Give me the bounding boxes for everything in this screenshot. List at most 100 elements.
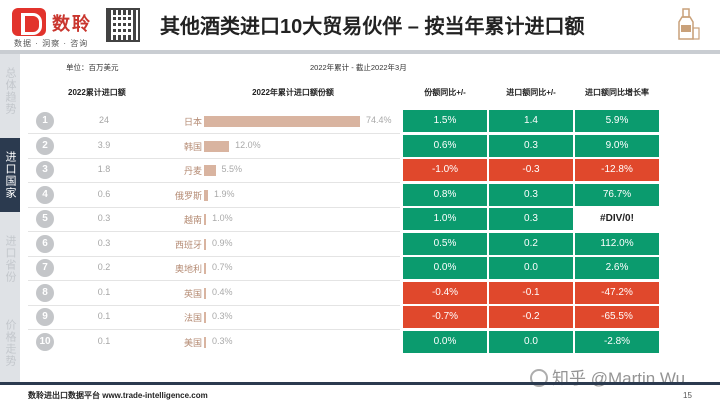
zhihu-icon bbox=[530, 369, 548, 387]
share-bar bbox=[204, 336, 206, 348]
table-row: 8 0.1 英国 0.4% -0.4% -0.1 -47.2% bbox=[28, 281, 688, 305]
col-header-growth: 进口额同比增长率 bbox=[585, 88, 649, 97]
growth-rate-cell: 2.6% bbox=[575, 257, 659, 279]
period-caption: 2022年累计 - 截止2022年3月 bbox=[310, 63, 407, 72]
share-bar bbox=[204, 165, 216, 176]
table-row: 10 0.1 美国 0.3% 0.0% 0.0 -2.8% bbox=[28, 330, 688, 354]
rank-badge: 4 bbox=[36, 185, 54, 204]
share-bar bbox=[204, 312, 206, 323]
growth-rate-cell: -2.8% bbox=[575, 330, 659, 353]
growth-rate-cell: -47.2% bbox=[575, 281, 659, 304]
rank-badge: 5 bbox=[36, 210, 54, 228]
share-bar bbox=[204, 189, 208, 201]
growth-rate-cell: 9.0% bbox=[575, 134, 659, 157]
country-name: 奥地利 bbox=[174, 264, 202, 274]
growth-rate-cell: 112.0% bbox=[575, 232, 659, 255]
row-divider bbox=[28, 182, 400, 183]
footer: 数聆进出口数据平台 www.trade-intelligence.com 15 bbox=[0, 382, 720, 405]
import-value: 0.3 bbox=[97, 213, 111, 223]
rank-badge: 2 bbox=[36, 136, 54, 155]
import-value: 3.9 bbox=[97, 139, 111, 150]
import-value: 0.1 bbox=[97, 335, 111, 346]
country-name: 英国 bbox=[183, 288, 202, 299]
country-name: 俄罗斯 bbox=[174, 190, 202, 201]
share-label: 5.5% bbox=[221, 164, 243, 174]
share-yoy-cell: -0.4% bbox=[403, 281, 487, 304]
share-bar bbox=[204, 214, 207, 225]
import-value: 24 bbox=[98, 115, 109, 125]
import-value: 1.8 bbox=[97, 164, 111, 174]
rank-badge: 9 bbox=[36, 308, 54, 326]
share-yoy-cell: 1.5% bbox=[403, 110, 487, 132]
amount-yoy-cell: 0.3 bbox=[489, 208, 573, 230]
trade-partner-table: 单位：百万美元 2022年累计 - 截止2022年3月 2022累计进口额 20… bbox=[28, 58, 688, 368]
row-divider bbox=[28, 280, 400, 281]
amount-yoy-cell: -0.2 bbox=[489, 306, 573, 328]
import-value: 0.6 bbox=[97, 188, 111, 199]
sidebar-item-price-trend[interactable]: 价格走势 bbox=[4, 319, 16, 367]
sidebar-item-import-countries[interactable]: 进口国家 bbox=[0, 138, 20, 212]
col-header-value: 2022累计进口额 bbox=[68, 88, 126, 97]
rank-badge: 10 bbox=[36, 332, 54, 351]
sidebar-item-import-provinces[interactable]: 进口省份 bbox=[4, 235, 16, 283]
share-label: 0.4% bbox=[212, 286, 233, 297]
country-name: 美国 bbox=[183, 337, 202, 348]
unit-label: 单位：百万美元 bbox=[66, 63, 119, 72]
share-yoy-cell: 0.6% bbox=[403, 134, 487, 157]
share-label: 12.0% bbox=[235, 139, 261, 150]
col-header-share: 2022年累计进口额份额 bbox=[252, 88, 334, 97]
share-yoy-cell: 0.0% bbox=[403, 257, 487, 279]
share-label: 0.3% bbox=[212, 311, 233, 321]
growth-rate-cell: 76.7% bbox=[575, 183, 659, 206]
table-row: 9 0.1 法国 0.3% -0.7% -0.2 -65.5% bbox=[28, 305, 688, 329]
rank-badge: 7 bbox=[36, 259, 54, 277]
page-number: 15 bbox=[683, 391, 692, 400]
amount-yoy-cell: 0.0 bbox=[489, 330, 573, 353]
row-divider bbox=[28, 231, 400, 232]
table-row: 3 1.8 丹麦 5.5% -1.0% -0.3 -12.8% bbox=[28, 158, 688, 182]
row-divider bbox=[28, 133, 400, 134]
share-label: 1.0% bbox=[212, 213, 233, 223]
share-bar bbox=[204, 116, 360, 127]
growth-rate-cell: 5.9% bbox=[575, 110, 659, 132]
rank-badge: 8 bbox=[36, 283, 54, 302]
amount-yoy-cell: 0.0 bbox=[489, 257, 573, 279]
growth-rate-cell: -65.5% bbox=[575, 306, 659, 328]
amount-yoy-cell: 0.3 bbox=[489, 183, 573, 206]
amount-yoy-cell: 0.3 bbox=[489, 134, 573, 157]
country-name: 丹麦 bbox=[183, 166, 202, 176]
row-divider bbox=[28, 255, 400, 257]
row-divider bbox=[28, 304, 400, 306]
amount-yoy-cell: 0.2 bbox=[489, 232, 573, 255]
share-bar bbox=[204, 287, 206, 299]
share-label: 0.3% bbox=[212, 335, 233, 346]
footer-text: 数聆进出口数据平台 www.trade-intelligence.com bbox=[28, 391, 208, 400]
amount-yoy-cell: -0.1 bbox=[489, 281, 573, 304]
import-value: 0.2 bbox=[97, 262, 111, 272]
growth-rate-cell: -12.8% bbox=[575, 159, 659, 181]
table-row: 2 3.9 韩国 12.0% 0.6% 0.3 9.0% bbox=[28, 134, 688, 158]
share-yoy-cell: -1.0% bbox=[403, 159, 487, 181]
share-label: 74.4% bbox=[366, 115, 392, 125]
header-divider bbox=[0, 50, 720, 54]
rank-badge: 3 bbox=[36, 161, 54, 179]
growth-rate-cell: #DIV/0! bbox=[575, 208, 659, 230]
share-yoy-cell: 0.8% bbox=[403, 183, 487, 206]
logo-icon bbox=[12, 8, 46, 36]
table-row: 7 0.2 奥地利 0.7% 0.0% 0.0 2.6% bbox=[28, 256, 688, 280]
country-name: 日本 bbox=[183, 117, 202, 127]
amount-yoy-cell: -0.3 bbox=[489, 159, 573, 181]
country-name: 韩国 bbox=[183, 141, 202, 152]
share-bar bbox=[204, 238, 206, 250]
country-name: 法国 bbox=[183, 313, 202, 323]
share-label: 0.9% bbox=[212, 237, 233, 248]
table-row: 1 24 日本 74.4% 1.5% 1.4 5.9% bbox=[28, 109, 688, 133]
qr-code-icon bbox=[106, 8, 140, 42]
table-row: 5 0.3 越南 1.0% 1.0% 0.3 #DIV/0! bbox=[28, 207, 688, 231]
logo-text: 数聆 bbox=[52, 14, 92, 34]
sidebar-item-trend[interactable]: 总体趋势 bbox=[4, 67, 16, 115]
share-label: 0.7% bbox=[212, 262, 233, 272]
logo-subtitle: 数据 · 洞察 · 咨询 bbox=[14, 39, 89, 48]
col-header-share-yoy: 份额同比+/- bbox=[424, 88, 466, 97]
country-name: 西班牙 bbox=[174, 239, 202, 250]
